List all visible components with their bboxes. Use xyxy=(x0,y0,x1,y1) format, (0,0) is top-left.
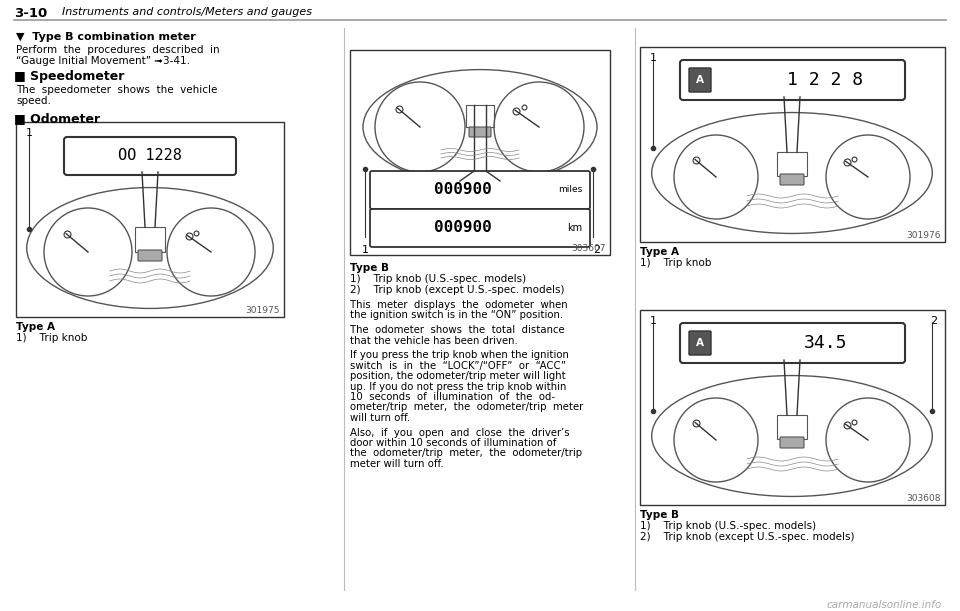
FancyBboxPatch shape xyxy=(370,171,590,209)
Text: OO 1228: OO 1228 xyxy=(118,148,182,164)
FancyBboxPatch shape xyxy=(16,122,284,317)
Text: door within 10 seconds of illumination of: door within 10 seconds of illumination o… xyxy=(350,438,557,448)
Bar xyxy=(466,105,494,127)
Text: Type A: Type A xyxy=(16,322,55,332)
Text: A: A xyxy=(696,75,704,85)
Text: 2)    Trip knob (except U.S.-spec. models): 2) Trip knob (except U.S.-spec. models) xyxy=(350,285,564,295)
Text: 000900: 000900 xyxy=(434,221,492,235)
FancyBboxPatch shape xyxy=(689,68,711,92)
FancyBboxPatch shape xyxy=(640,47,945,242)
Text: 301976: 301976 xyxy=(906,231,941,240)
Text: km: km xyxy=(566,223,582,233)
Text: Also,  if  you  open  and  close  the  driver’s: Also, if you open and close the driver’s xyxy=(350,428,569,437)
Text: 303608: 303608 xyxy=(906,494,941,503)
FancyBboxPatch shape xyxy=(680,60,905,100)
Text: 1: 1 xyxy=(26,128,33,138)
Text: will turn off.: will turn off. xyxy=(350,413,410,423)
Text: up. If you do not press the trip knob within: up. If you do not press the trip knob wi… xyxy=(350,381,566,392)
Text: meter will turn off.: meter will turn off. xyxy=(350,459,444,469)
Text: A: A xyxy=(696,338,704,348)
Text: Type B: Type B xyxy=(640,510,679,520)
Text: 2: 2 xyxy=(593,245,600,255)
Text: 2)    Trip knob (except U.S.-spec. models): 2) Trip knob (except U.S.-spec. models) xyxy=(640,532,854,542)
Text: 1 2 2 8: 1 2 2 8 xyxy=(787,71,863,89)
Text: The  speedometer  shows  the  vehicle: The speedometer shows the vehicle xyxy=(16,85,217,95)
Text: 1)    Trip knob: 1) Trip knob xyxy=(16,333,87,343)
Text: Instruments and controls/Meters and gauges: Instruments and controls/Meters and gaug… xyxy=(62,7,312,17)
Text: 303607: 303607 xyxy=(571,244,606,253)
FancyBboxPatch shape xyxy=(370,209,590,247)
FancyBboxPatch shape xyxy=(138,250,162,261)
FancyBboxPatch shape xyxy=(640,310,945,505)
Text: ometer/trip  meter,  the  odometer/trip  meter: ometer/trip meter, the odometer/trip met… xyxy=(350,403,584,412)
Text: 1: 1 xyxy=(650,53,657,63)
FancyBboxPatch shape xyxy=(469,127,491,137)
Text: This  meter  displays  the  odometer  when: This meter displays the odometer when xyxy=(350,300,567,310)
Text: 1)    Trip knob: 1) Trip knob xyxy=(640,258,711,268)
Text: Type A: Type A xyxy=(640,247,679,257)
Text: speed.: speed. xyxy=(16,96,51,106)
FancyBboxPatch shape xyxy=(780,437,804,448)
Text: ■ Odometer: ■ Odometer xyxy=(14,112,100,125)
Text: 301975: 301975 xyxy=(246,306,280,315)
Text: 000900: 000900 xyxy=(434,183,492,197)
Text: 1)    Trip knob (U.S.-spec. models): 1) Trip knob (U.S.-spec. models) xyxy=(350,274,526,284)
Bar xyxy=(135,227,165,252)
Text: 1: 1 xyxy=(362,245,369,255)
Text: switch  is  in  the  “LOCK”/“OFF”  or  “ACC”: switch is in the “LOCK”/“OFF” or “ACC” xyxy=(350,360,566,370)
Text: position, the odometer/trip meter will light: position, the odometer/trip meter will l… xyxy=(350,371,565,381)
Bar xyxy=(777,415,807,439)
Text: 34.5: 34.5 xyxy=(804,334,847,352)
Text: Type B: Type B xyxy=(350,263,389,273)
Text: carmanualsonline.info: carmanualsonline.info xyxy=(827,600,942,610)
Text: ▼  Type B combination meter: ▼ Type B combination meter xyxy=(16,32,196,42)
Bar xyxy=(777,152,807,176)
Text: The  odometer  shows  the  total  distance: The odometer shows the total distance xyxy=(350,325,564,335)
Text: the  odometer/trip  meter,  the  odometer/trip: the odometer/trip meter, the odometer/tr… xyxy=(350,448,582,458)
Text: 3-10: 3-10 xyxy=(14,7,47,20)
Text: the ignition switch is in the “ON” position.: the ignition switch is in the “ON” posit… xyxy=(350,310,564,321)
Text: 1)    Trip knob (U.S.-spec. models): 1) Trip knob (U.S.-spec. models) xyxy=(640,521,816,531)
Text: ■ Speedometer: ■ Speedometer xyxy=(14,70,125,83)
FancyBboxPatch shape xyxy=(689,331,711,355)
FancyBboxPatch shape xyxy=(350,50,610,255)
FancyBboxPatch shape xyxy=(780,174,804,185)
Text: 1: 1 xyxy=(650,316,657,326)
Text: If you press the trip knob when the ignition: If you press the trip knob when the igni… xyxy=(350,350,569,360)
Text: “Gauge Initial Movement” ➟3-41.: “Gauge Initial Movement” ➟3-41. xyxy=(16,56,190,66)
Text: 10  seconds  of  illumination  of  the  od-: 10 seconds of illumination of the od- xyxy=(350,392,555,402)
Text: miles: miles xyxy=(558,186,582,194)
FancyBboxPatch shape xyxy=(64,137,236,175)
Text: that the vehicle has been driven.: that the vehicle has been driven. xyxy=(350,335,517,345)
Text: 2: 2 xyxy=(930,316,937,326)
FancyBboxPatch shape xyxy=(680,323,905,363)
Text: Perform  the  procedures  described  in: Perform the procedures described in xyxy=(16,45,220,55)
